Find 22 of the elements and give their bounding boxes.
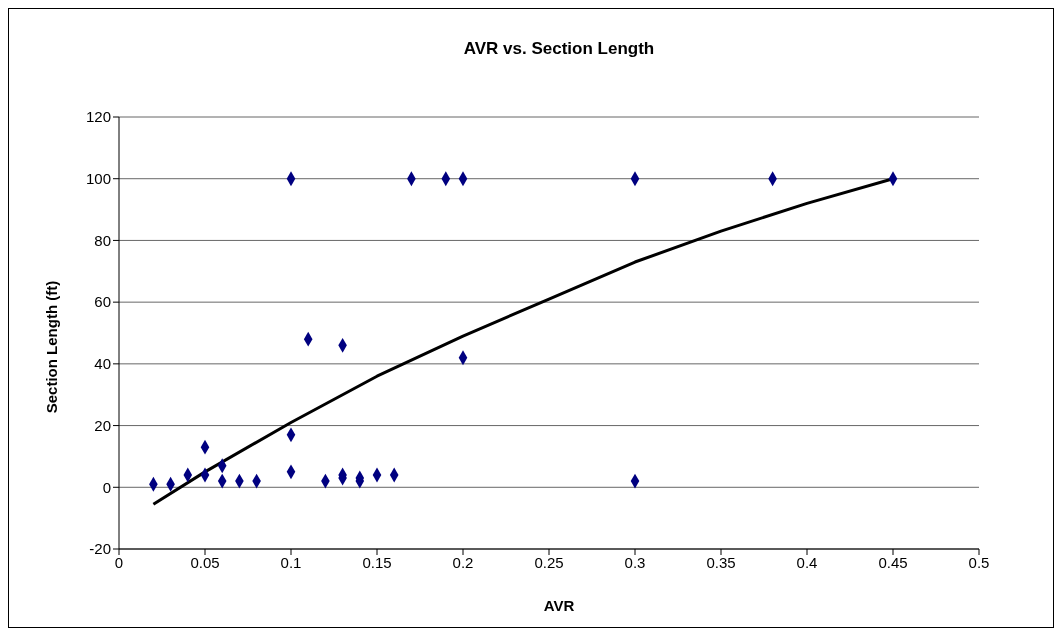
y-tick-label: 40 — [94, 355, 111, 373]
y-axis-title: Section Length (ft) — [42, 280, 60, 414]
x-tick-label: 0.2 — [452, 553, 474, 571]
y-tick-label: 60 — [94, 293, 111, 311]
y-tick-label: 100 — [85, 170, 111, 188]
x-tick-label: 0.45 — [878, 553, 908, 571]
x-tick-label: 0.5 — [968, 553, 990, 571]
chart-title: AVR vs. Section Length — [462, 39, 656, 59]
x-tick-label: 0.1 — [280, 553, 302, 571]
y-tick-label: 80 — [94, 231, 111, 249]
y-tick-label: -20 — [89, 540, 111, 558]
x-tick-label: 0.05 — [190, 553, 220, 571]
y-tick-label: 120 — [85, 108, 111, 126]
x-tick-label: 0.3 — [624, 553, 646, 571]
y-tick-label: 0 — [102, 478, 111, 496]
x-tick-label: 0.35 — [706, 553, 736, 571]
x-axis-title: AVR — [542, 597, 576, 614]
x-tick-label: 0 — [114, 553, 124, 571]
x-tick-label: 0.15 — [362, 553, 392, 571]
x-tick-label: 0.4 — [796, 553, 818, 571]
x-tick-label: 0.25 — [534, 553, 564, 571]
y-tick-label: 20 — [94, 416, 111, 434]
